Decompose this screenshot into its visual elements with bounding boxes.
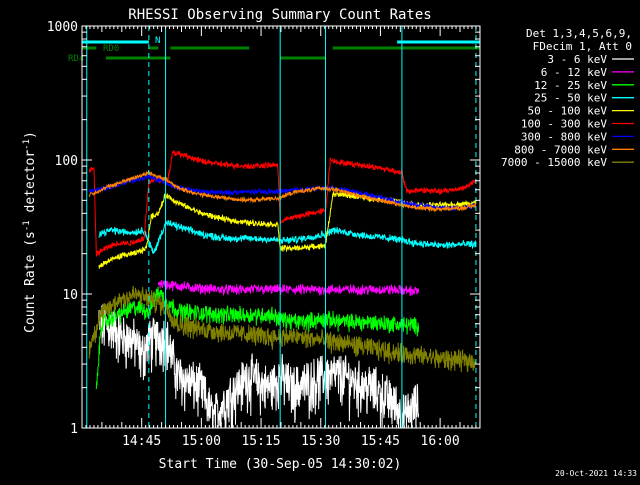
y-tick-label: 1000 (47, 20, 78, 35)
legend-label-7000-15000-kev: 7000 - 15000 keV (501, 156, 607, 169)
legend-label-6-12-kev: 6 - 12 keV (541, 66, 608, 79)
series-line-6-12-kev (157, 280, 420, 297)
legend-header-line: FDecim 1, Att 0 (533, 40, 632, 53)
bar-label-rd4: RD4 (68, 54, 84, 64)
series-line-25-50-kev (98, 219, 477, 255)
bar-label-rd0: RD0 (103, 44, 119, 54)
axes-layer: 1 10 100 1000 14:45 15:00 15:15 15:30 15:45 16:00 (47, 20, 481, 449)
series-6-12-kev (157, 280, 420, 297)
series-line-12-25-kev (95, 286, 420, 390)
series-layer (88, 149, 477, 429)
chart-title: RHESSI Observing Summary Count Rates (128, 7, 431, 23)
series-line-300-800-kev (88, 173, 477, 212)
legend-label-3-6-kev: 3 - 6 keV (547, 53, 607, 66)
x-tick-label: 15:15 (241, 434, 280, 449)
mode-bars-layer: N RD0 RD4 (68, 36, 480, 64)
x-tick-label: 15:00 (182, 434, 221, 449)
series-3-6-kev (98, 303, 420, 429)
timestamp: 20-Oct-2021 14:33 (555, 469, 637, 478)
series-line-3-6-kev (98, 303, 420, 429)
x-tick-label: 15:30 (301, 434, 340, 449)
series-line-7000-15000-kev (88, 285, 477, 373)
series-12-25-kev (95, 286, 420, 390)
series-25-50-kev (98, 219, 477, 255)
legend-label-50-100-kev: 50 - 100 keV (528, 105, 608, 118)
legend-header-line: Det 1,3,4,5,6,9, (526, 27, 632, 40)
y-tick-label: 10 (62, 288, 78, 303)
series-line-800-7000-kev (88, 169, 477, 213)
series-7000-15000-kev (88, 285, 477, 373)
y-tick-label: 100 (55, 154, 78, 169)
x-tick-label: 15:45 (361, 434, 400, 449)
x-tick-label: 14:45 (122, 434, 161, 449)
attenuator-lines-layer (86, 26, 477, 428)
y-tick-label: 1 (70, 422, 78, 437)
series-300-800-kev (88, 173, 477, 212)
legend-label-800-7000-kev: 800 - 7000 keV (514, 143, 607, 156)
series-100-300-kev (88, 149, 477, 258)
series-line-100-300-kev (88, 149, 477, 258)
bar-label-n: N (155, 36, 160, 46)
y-axis-label: Count Rate (s-1 detector-1) (22, 131, 38, 333)
legend-label-25-50-kev: 25 - 50 keV (534, 92, 607, 105)
legend: Det 1,3,4,5,6,9,FDecim 1, Att 03 - 6 keV… (501, 27, 634, 169)
plot-frame (81, 25, 481, 429)
legend-label-300-800-kev: 300 - 800 keV (521, 130, 607, 143)
x-axis-label: Start Time (30-Sep-05 14:30:02) (159, 457, 402, 472)
legend-label-100-300-kev: 100 - 300 keV (521, 118, 607, 131)
series-800-7000-kev (88, 169, 477, 213)
x-tick-label: 16:00 (421, 434, 460, 449)
legend-label-12-25-kev: 12 - 25 keV (534, 79, 607, 92)
